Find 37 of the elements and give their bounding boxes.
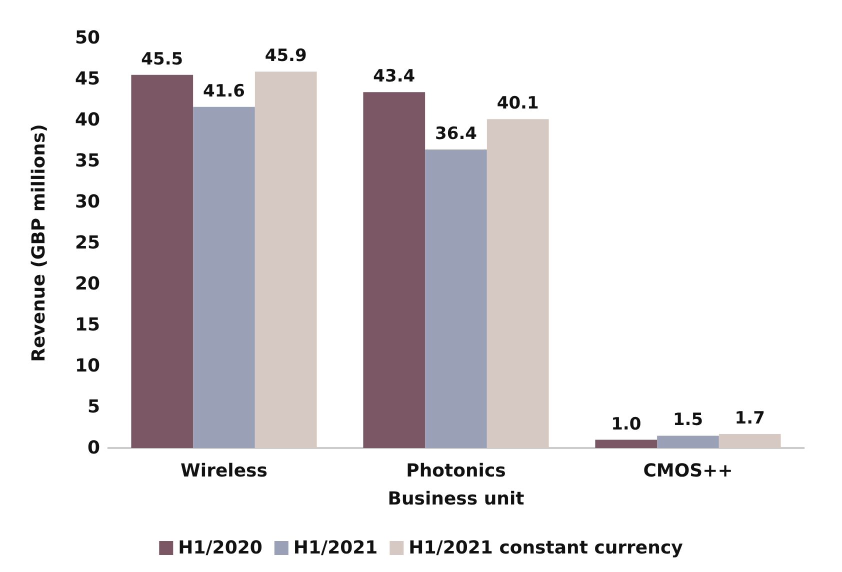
y-tick-label: 25 bbox=[74, 232, 100, 254]
x-tick-label: Photonics bbox=[406, 460, 506, 482]
y-tick-label: 30 bbox=[74, 192, 100, 212]
data-label: 1.7 bbox=[734, 408, 765, 429]
data-label: 45.9 bbox=[264, 46, 307, 66]
y-axis-title: Revenue (GBP millions) bbox=[28, 124, 50, 362]
x-tick-label: CMOS++ bbox=[643, 460, 733, 482]
x-axis-title: Business unit bbox=[388, 488, 525, 510]
bar bbox=[254, 72, 317, 448]
data-label: 45.5 bbox=[141, 49, 184, 70]
y-tick-label: 35 bbox=[74, 150, 100, 172]
y-tick-label: 0 bbox=[87, 438, 100, 458]
bar bbox=[363, 92, 426, 448]
bar bbox=[486, 119, 549, 448]
y-tick-label: 45 bbox=[74, 68, 100, 90]
legend-label: H1/2021 bbox=[293, 538, 378, 558]
data-label: 1.0 bbox=[611, 414, 642, 434]
legend-label: H1/2021 constant currency bbox=[408, 538, 684, 558]
data-label: 43.4 bbox=[373, 66, 416, 87]
y-tick-label: 10 bbox=[74, 356, 100, 376]
y-tick-label: 40 bbox=[74, 110, 100, 130]
legend-label: H1/2020 bbox=[178, 538, 262, 558]
bar bbox=[131, 74, 194, 448]
x-tick-label: Wireless bbox=[180, 460, 268, 482]
bar bbox=[425, 150, 487, 448]
bar bbox=[657, 436, 719, 448]
bar bbox=[595, 440, 658, 448]
y-tick-label: 15 bbox=[74, 314, 100, 336]
y-tick-label: 50 bbox=[74, 28, 100, 48]
bar bbox=[193, 106, 255, 448]
data-label: 1.5 bbox=[672, 410, 704, 430]
data-label: 36.4 bbox=[435, 124, 478, 144]
data-label: 40.1 bbox=[496, 94, 539, 114]
y-tick-label: 5 bbox=[87, 396, 100, 418]
data-label: 41.6 bbox=[203, 81, 245, 102]
bar bbox=[718, 434, 781, 448]
y-tick-label: 20 bbox=[74, 274, 100, 294]
